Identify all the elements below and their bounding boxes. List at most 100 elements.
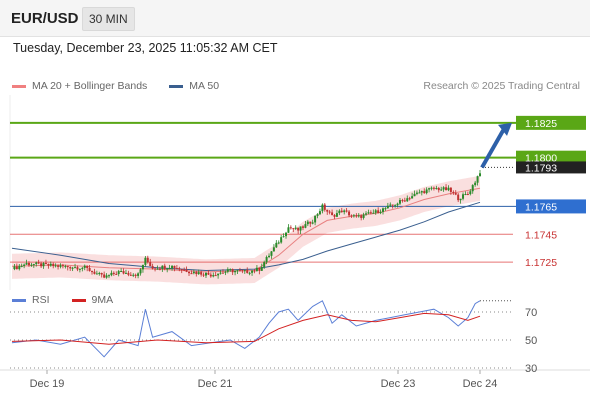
candle-body xyxy=(306,221,309,225)
candle-body xyxy=(219,272,222,274)
candle-body xyxy=(134,274,137,276)
candle-body xyxy=(149,262,152,267)
candle-body xyxy=(129,274,132,276)
candle-body xyxy=(297,227,300,231)
rsi-legend: RSI 9MA xyxy=(12,294,113,306)
timestamp: Tuesday, December 23, 2025 11:05:32 AM C… xyxy=(13,41,278,55)
candle-body xyxy=(246,270,249,273)
candle-body xyxy=(374,210,377,213)
candle-body xyxy=(415,192,418,194)
candle-body xyxy=(265,257,268,263)
candle-body xyxy=(190,273,193,275)
candle-body xyxy=(343,210,346,213)
candle-body xyxy=(452,191,455,194)
candle-body xyxy=(15,266,18,270)
resistance-label-1.1825: 1.1825 xyxy=(525,118,557,130)
candle-body xyxy=(112,272,115,274)
candle-body xyxy=(326,209,329,212)
candle-body xyxy=(212,275,215,277)
rsi-tick-30: 30 xyxy=(525,363,537,375)
candle-body xyxy=(30,264,33,266)
candle-body xyxy=(161,265,164,269)
candle-body xyxy=(360,215,363,218)
legend-ma20: MA 20 + Bollinger Bands xyxy=(32,80,148,92)
candle-body xyxy=(314,215,317,223)
candle-body xyxy=(309,221,312,224)
candle-body xyxy=(209,274,212,277)
candle-body xyxy=(474,182,477,186)
candle-body xyxy=(171,265,174,269)
interval-button[interactable]: 30 MIN xyxy=(82,7,135,31)
candle-body xyxy=(348,211,351,216)
candle-body xyxy=(61,265,64,267)
current-price-label: 1.1793 xyxy=(525,162,557,174)
candle-body xyxy=(372,212,375,214)
candle-body xyxy=(127,272,130,275)
candle-body xyxy=(396,203,399,206)
candle-body xyxy=(139,269,142,274)
candle-body xyxy=(137,273,140,276)
header-bar: EUR/USD 30 MIN xyxy=(0,0,590,37)
candles-group xyxy=(13,170,481,279)
candle-body xyxy=(57,265,60,267)
bollinger-band xyxy=(12,175,480,285)
candle-body xyxy=(25,263,28,265)
candle-body xyxy=(464,194,467,196)
candle-body xyxy=(132,274,135,276)
candle-body xyxy=(289,227,292,229)
target-arrow-head xyxy=(498,122,512,136)
candle-body xyxy=(221,272,224,274)
candle-body xyxy=(107,275,110,277)
candle-body xyxy=(146,257,149,263)
candle-body xyxy=(430,187,433,189)
candle-body xyxy=(432,187,435,189)
candle-body xyxy=(479,173,481,177)
candle-body xyxy=(154,268,157,270)
candle-body xyxy=(384,208,387,210)
candle-body xyxy=(192,271,195,274)
candle-body xyxy=(331,212,334,216)
candle-body xyxy=(197,272,200,275)
candle-body xyxy=(241,270,244,272)
candle-body xyxy=(459,198,462,201)
candle-body xyxy=(243,270,246,272)
candle-body xyxy=(229,269,232,271)
rsi-tick-50: 50 xyxy=(525,335,537,347)
candle-body xyxy=(35,262,38,265)
candle-body xyxy=(355,215,358,217)
candle-body xyxy=(437,187,440,191)
candle-body xyxy=(93,271,96,274)
candle-body xyxy=(81,267,84,269)
candle-body xyxy=(231,269,234,273)
pivot-label-box xyxy=(516,199,586,214)
candle-body xyxy=(238,270,241,272)
candle-body xyxy=(115,273,118,275)
resistance-label-box-1.1800 xyxy=(516,150,586,165)
rsi-line xyxy=(11,300,481,358)
candle-body xyxy=(425,189,428,194)
candle-body xyxy=(270,251,273,256)
candle-body xyxy=(120,271,123,273)
candle-body xyxy=(69,267,72,269)
candle-body xyxy=(64,265,67,267)
candle-body xyxy=(333,215,336,217)
ma50-line xyxy=(11,201,481,272)
legend-rsi-ma: 9MA xyxy=(91,294,114,306)
candle-body xyxy=(299,226,302,231)
candle-body xyxy=(369,212,372,214)
candle-body xyxy=(280,237,283,243)
candle-body xyxy=(272,247,275,252)
candle-body xyxy=(166,268,169,270)
instrument-name: EUR/USD xyxy=(11,10,79,27)
candle-body xyxy=(78,268,81,270)
candle-body xyxy=(420,191,423,193)
candle-body xyxy=(285,232,288,237)
candle-body xyxy=(449,187,452,192)
candle-body xyxy=(403,200,406,202)
candle-body xyxy=(311,222,314,224)
candle-body xyxy=(151,266,154,269)
candle-body xyxy=(442,187,445,190)
candle-body xyxy=(394,205,397,207)
candle-body xyxy=(304,224,307,228)
candle-body xyxy=(268,255,271,258)
